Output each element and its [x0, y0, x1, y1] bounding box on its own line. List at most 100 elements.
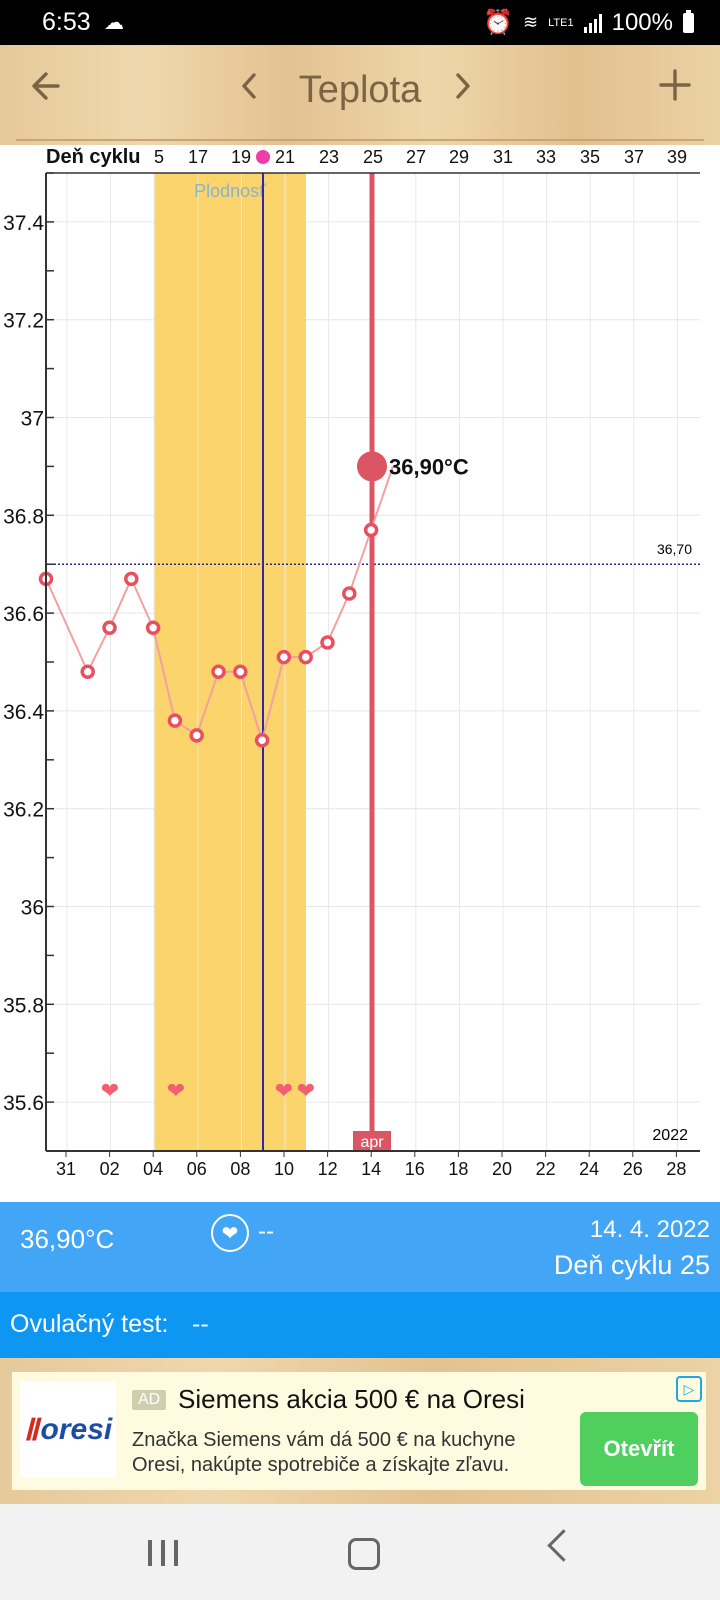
- date-tick-labels: 31 02 04 06 08 10 12 14 16 18 20 22 24 26 28: [56, 1151, 686, 1179]
- date-tick-label: 06: [187, 1159, 207, 1179]
- heart-icon: ❤: [275, 1079, 293, 1104]
- cycle-tick-label: 39: [667, 147, 687, 167]
- status-time: 6:53: [42, 8, 91, 36]
- cycle-tick-label: 31: [493, 147, 513, 167]
- cycle-tick-label: 23: [319, 147, 339, 167]
- ad-badge: AD: [132, 1390, 167, 1410]
- ad-open-button[interactable]: Otevřít: [580, 1412, 698, 1486]
- ad-brand: oresi: [40, 1413, 113, 1446]
- y-tick-label: 37: [21, 408, 44, 431]
- cycle-tick-label: 21: [275, 147, 295, 167]
- cycle-tick-label: 27: [406, 147, 426, 167]
- cycle-tick-label: 25: [363, 147, 383, 167]
- system-nav-bar: [0, 1504, 720, 1600]
- heart-value: --: [258, 1218, 274, 1245]
- app-header: Teplota: [0, 45, 720, 145]
- month-badge: [353, 1131, 391, 1151]
- cloud-icon: ☁: [104, 12, 124, 34]
- temperature-point: [363, 522, 379, 538]
- temperature-series-line: [45, 466, 394, 744]
- page-title: Teplota: [298, 69, 422, 111]
- status-bar: 6:53 ☁ ⏰ ≋ LTE1 100%: [0, 0, 720, 45]
- y-tick-label: 36: [21, 897, 44, 920]
- heart-icon[interactable]: ❤: [211, 1214, 249, 1252]
- ovulation-test-value: --: [192, 1310, 209, 1338]
- coverline-label: 36,70: [657, 541, 692, 557]
- temperature-point: [80, 664, 95, 680]
- temperature-point: [233, 664, 248, 680]
- temperature-point: [298, 649, 313, 665]
- temperature-point: [342, 586, 357, 601]
- temperature-point: [124, 571, 139, 587]
- previous-chevron-icon[interactable]: [238, 71, 260, 110]
- cycle-tick-label: 35: [580, 147, 600, 167]
- temperature-point: [254, 732, 270, 748]
- date-tick-label: 04: [143, 1159, 163, 1179]
- date-tick-label: 10: [274, 1159, 294, 1179]
- ovulation-test-row[interactable]: Ovulačný test: --: [0, 1292, 720, 1358]
- ad-title[interactable]: Siemens akcia 500 € na Oresi: [178, 1384, 525, 1414]
- date-tick-label: 31: [56, 1159, 76, 1179]
- cycle-tick-label: 37: [624, 147, 644, 167]
- date-tick-label: 24: [579, 1159, 599, 1179]
- date-tick-label: 26: [623, 1159, 643, 1179]
- date-tick-label: 28: [666, 1159, 686, 1179]
- cycle-tick-label: 19: [231, 147, 251, 167]
- add-icon[interactable]: [658, 59, 692, 114]
- y-tick-label: 36.8: [3, 505, 44, 528]
- selected-point: [357, 451, 387, 482]
- temperature-point: [276, 649, 292, 665]
- heart-icon: ❤: [167, 1079, 185, 1104]
- alarm-icon: ⏰: [483, 9, 514, 36]
- date-tick-label: 14: [361, 1159, 381, 1179]
- temperature-point: [102, 620, 117, 636]
- date-tick-label: 20: [492, 1159, 512, 1179]
- temperature-point: [145, 620, 161, 636]
- temperature-point: [189, 728, 204, 743]
- back-arrow-icon[interactable]: [28, 65, 72, 117]
- info-temperature: 36,90°C: [20, 1224, 115, 1254]
- cycle-tick-label: 17: [188, 147, 208, 167]
- y-tick-label: 37.2: [3, 310, 44, 333]
- info-cycle-day: Deň cyklu 25: [553, 1250, 710, 1280]
- battery-label: 100%: [611, 8, 673, 36]
- ovulation-test-label: Ovulačný test:: [10, 1310, 169, 1338]
- info-date: 14. 4. 2022: [589, 1216, 710, 1243]
- system-back-icon[interactable]: [547, 1529, 580, 1562]
- y-tick-label: 35.6: [3, 1092, 44, 1115]
- temperature-point: [167, 713, 183, 728]
- year-label: 2022: [652, 1127, 688, 1144]
- date-tick-label: 02: [100, 1159, 120, 1179]
- temperature-chart[interactable]: Plodnosť 36,70 apr 2022 ❤ ❤ ❤ ❤ 36,90°C Deň…: [0, 145, 720, 1180]
- header-divider: [16, 139, 704, 141]
- heart-icon: ❤: [101, 1079, 119, 1104]
- date-tick-label: 08: [230, 1159, 250, 1179]
- ovulation-marker-icon: [256, 150, 270, 164]
- recent-apps-icon[interactable]: [148, 1540, 178, 1566]
- cycle-tick-label: 29: [449, 147, 469, 167]
- temperature-point: [320, 635, 335, 650]
- wifi-icon: ≋: [523, 12, 539, 32]
- signal-icon: [583, 13, 602, 33]
- day-info-panel[interactable]: 36,90°C ❤ -- 14. 4. 2022 Deň cyklu 25: [0, 1202, 720, 1292]
- fertile-label: Plodnosť: [194, 181, 266, 201]
- home-icon[interactable]: [348, 1538, 380, 1570]
- next-chevron-icon[interactable]: [452, 71, 474, 110]
- y-tick-label: 37.4: [3, 212, 44, 235]
- date-tick-label: 18: [448, 1159, 468, 1179]
- date-tick-label: 12: [318, 1159, 338, 1179]
- ad-text: Značka Siemens vám dá 500 € na kuchyne O…: [132, 1429, 516, 1476]
- ad-choices-icon[interactable]: ▷: [676, 1376, 702, 1402]
- date-tick-label: 22: [536, 1159, 556, 1179]
- network-label: LTE1: [548, 16, 574, 29]
- y-tick-label: 36.2: [3, 799, 44, 822]
- cycle-tick-labels: 5 17 19 21 23 25 27 29 31 33 35 37 39: [154, 147, 687, 167]
- heart-icon: ❤: [297, 1079, 315, 1104]
- y-tick-labels: 37.4 37.2 37 36.8 36.6 36.4 36.2 36 35.8 35.6: [3, 212, 44, 1115]
- date-tick-label: 16: [405, 1159, 425, 1179]
- temperature-point: [211, 664, 226, 680]
- y-tick-label: 36.4: [3, 701, 44, 724]
